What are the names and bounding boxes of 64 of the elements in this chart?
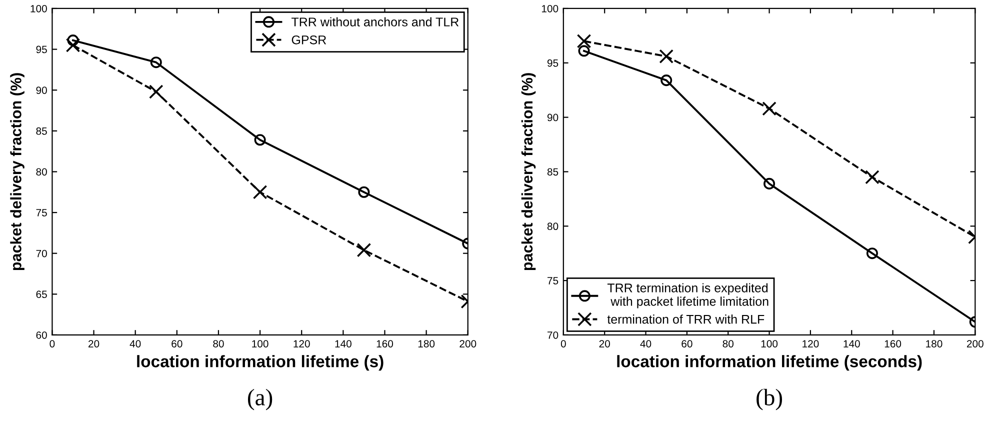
x-tick-label: 100 xyxy=(761,340,778,348)
point xyxy=(660,74,672,86)
x-tick-label: 20 xyxy=(599,340,610,348)
x-tick-label: 180 xyxy=(926,340,942,348)
y-tick-label: 70 xyxy=(548,331,558,339)
point xyxy=(866,248,878,260)
y-tick-label: 90 xyxy=(36,86,47,94)
x-tick-label: 160 xyxy=(376,340,394,348)
legend-label: TRR without anchors and TLR xyxy=(292,17,459,26)
x-tick-label: 200 xyxy=(460,340,476,348)
x-tick-label: 20 xyxy=(88,340,100,348)
point xyxy=(659,49,674,64)
x-tick-label: 80 xyxy=(213,340,224,348)
y-tick-label: 100 xyxy=(30,4,47,12)
point xyxy=(764,178,776,190)
y-tick-label: 70 xyxy=(36,250,47,258)
point xyxy=(67,34,79,46)
x-tick-label: 200 xyxy=(966,340,984,348)
point xyxy=(150,56,162,68)
legend-label: GPSR xyxy=(292,35,326,44)
x-tick-label: 120 xyxy=(294,340,310,348)
y-tick-label: 95 xyxy=(36,46,47,54)
y-axis-title: packet delivery fraction (%) xyxy=(521,73,536,270)
x-axis-title: location information lifetime (seconds) xyxy=(617,355,922,371)
x-tick-label: 140 xyxy=(335,340,352,348)
x-tick-label: 120 xyxy=(802,340,819,348)
point xyxy=(762,101,776,116)
y-tick-label: 85 xyxy=(36,127,47,135)
point xyxy=(358,186,370,198)
x-tick-label: 140 xyxy=(844,340,860,348)
x-tick-label: 80 xyxy=(722,340,734,348)
y-tick-label: 100 xyxy=(542,4,558,12)
y-tick-label: 90 xyxy=(547,114,558,122)
x-tick-label: 180 xyxy=(418,340,435,348)
point xyxy=(865,170,880,184)
x-tick-label: 100 xyxy=(252,340,268,348)
y-tick-label: 60 xyxy=(36,331,47,339)
y-tick-label: 85 xyxy=(547,168,558,176)
point xyxy=(148,84,164,99)
point xyxy=(254,134,266,146)
y-tick-label: 75 xyxy=(548,277,558,284)
point xyxy=(578,45,590,57)
point xyxy=(356,242,372,258)
x-tick-label: 60 xyxy=(172,340,182,348)
x-tick-label: 40 xyxy=(130,340,141,348)
x-tick-label: 60 xyxy=(682,340,692,348)
legend-label: termination of TRR with RLF xyxy=(607,314,764,324)
y-tick-label: 80 xyxy=(547,222,558,230)
x-tick-label: 0 xyxy=(50,340,55,348)
y-tick-label: 75 xyxy=(36,209,47,216)
x-tick-label: 160 xyxy=(884,340,902,348)
y-tick-label: 80 xyxy=(36,168,47,176)
x-tick-label: 0 xyxy=(560,340,566,348)
text: (a) xyxy=(248,388,272,410)
text: (b) xyxy=(756,388,782,410)
x-tick-label: 40 xyxy=(640,340,652,348)
y-tick-label: 65 xyxy=(36,290,47,298)
point xyxy=(252,184,268,200)
y-axis-title: packet delivery fraction (%) xyxy=(10,73,24,270)
point xyxy=(66,38,80,52)
y-tick-label: 95 xyxy=(547,59,558,67)
legend-label: TRR termination is expedited with packet lifetime limitation xyxy=(607,283,768,308)
x-axis-title: location information lifetime (s) xyxy=(137,355,384,371)
point xyxy=(576,34,592,48)
